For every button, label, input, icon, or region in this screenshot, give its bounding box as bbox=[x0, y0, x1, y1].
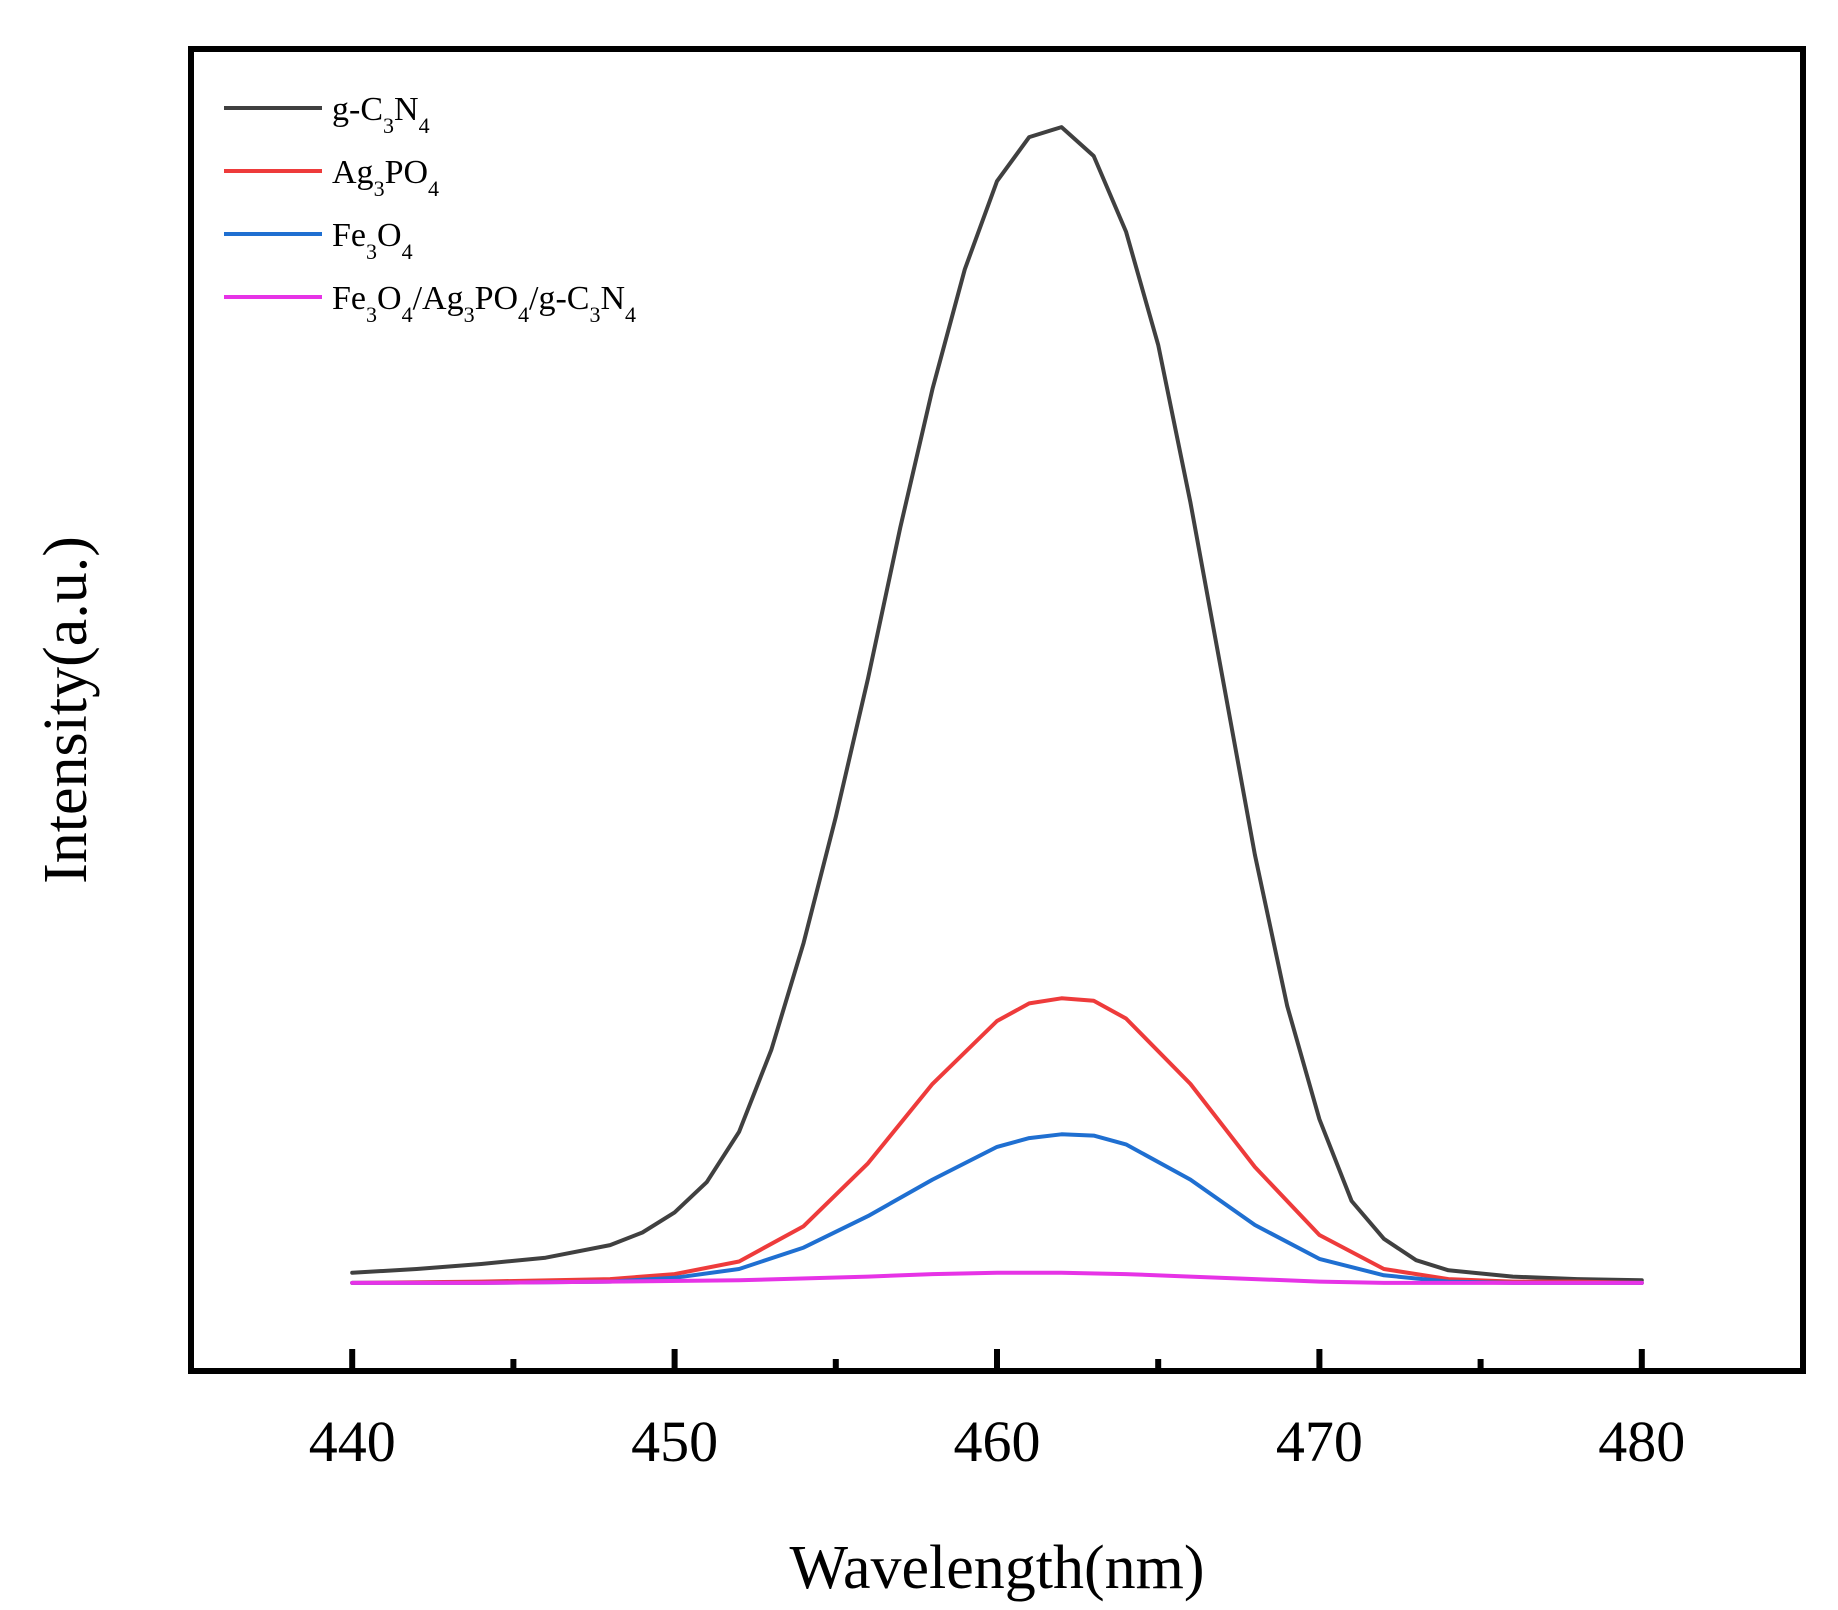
legend-label: Fe3O4 bbox=[332, 217, 413, 264]
x-tick-label: 440 bbox=[309, 1409, 396, 1474]
legend-item-1: g-C3N4 bbox=[224, 91, 430, 138]
legend-label: g-C3N4 bbox=[332, 91, 430, 138]
plot-frame bbox=[188, 46, 1806, 1374]
x-tick-label: 470 bbox=[1276, 1409, 1363, 1474]
x-axis-ticks: 440 450 460 470 480 bbox=[309, 1349, 1685, 1474]
legend-item-4: Fe3O4/Ag3PO4/g-C3N4 bbox=[224, 280, 636, 327]
x-axis-title: Wavelength(nm) bbox=[789, 1534, 1204, 1602]
series-layer bbox=[350, 125, 1644, 1285]
x-tick-label: 480 bbox=[1598, 1409, 1685, 1474]
legend-item-2: Ag3PO4 bbox=[224, 154, 439, 201]
series-line-1 bbox=[350, 125, 1644, 1283]
x-tick-label: 450 bbox=[631, 1409, 718, 1474]
series-line-4 bbox=[350, 1270, 1644, 1285]
series-line-2 bbox=[350, 996, 1644, 1285]
legend-item-3: Fe3O4 bbox=[224, 217, 413, 264]
legend-label: Fe3O4/Ag3PO4/g-C3N4 bbox=[332, 280, 636, 327]
x-tick-label: 460 bbox=[954, 1409, 1041, 1474]
legend: g-C3N4 Ag3PO4 Fe3O4 Fe3O4/Ag3PO4/g-C3N4 bbox=[224, 91, 636, 327]
series-line-3 bbox=[350, 1132, 1644, 1285]
legend-label: Ag3PO4 bbox=[332, 154, 439, 201]
y-axis-title: Intensity(a.u.) bbox=[32, 536, 100, 884]
